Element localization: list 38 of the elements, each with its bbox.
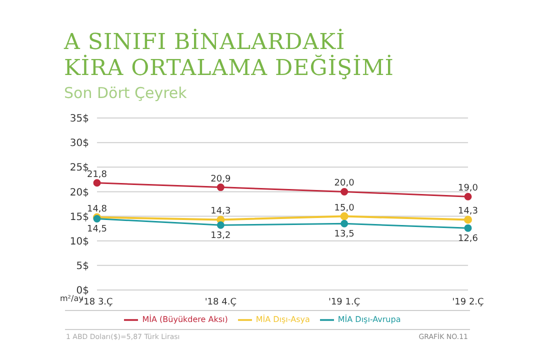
data-label: 14,3 bbox=[458, 206, 478, 217]
y-tick-label: 10$ bbox=[70, 236, 89, 248]
y-axis-title: m²/ay bbox=[60, 294, 84, 303]
point bbox=[216, 221, 224, 229]
legend-label: MİA (Büyükdere Aksı) bbox=[142, 315, 228, 324]
data-label: 13,2 bbox=[210, 231, 231, 242]
point bbox=[93, 179, 101, 187]
point bbox=[340, 220, 348, 228]
y-tick-label: 0$ bbox=[76, 286, 89, 297]
point bbox=[464, 216, 472, 224]
y-tick-label: 30$ bbox=[70, 138, 89, 150]
data-label: 13,5 bbox=[334, 230, 354, 240]
x-tick-label: '19 1.Ç bbox=[328, 297, 360, 308]
data-label: 20,9 bbox=[210, 174, 231, 184]
data-label: 14,8 bbox=[86, 204, 108, 214]
point bbox=[340, 212, 348, 220]
y-tick-label: 20$ bbox=[70, 187, 89, 198]
data-label: 19,0 bbox=[458, 184, 478, 194]
y-tick-label: 25$ bbox=[70, 162, 89, 174]
x-tick-label: '19 2.Ç bbox=[452, 297, 484, 308]
data-label: 20,0 bbox=[334, 178, 355, 189]
chart-subtitle: Son Dört Çeyrek bbox=[64, 84, 187, 102]
point bbox=[340, 188, 348, 196]
chart-title: A SINIFI BİNALARDAKİ KİRA ORTALAMA DEĞİŞİMİ bbox=[64, 30, 394, 82]
data-label: 14,5 bbox=[86, 224, 108, 235]
point bbox=[216, 184, 224, 192]
x-tick-label: '18 4.Ç bbox=[204, 297, 237, 308]
legend-label: MİA Dışı-Asya bbox=[256, 315, 310, 324]
y-tick-label: 15$ bbox=[70, 212, 89, 223]
legend-label: MİA Dışı-Avrupa bbox=[338, 315, 401, 324]
y-tick-label: 5$ bbox=[76, 260, 89, 272]
data-label: 21,8 bbox=[86, 170, 108, 180]
data-label: 15,0 bbox=[334, 203, 355, 214]
data-label: 12,6 bbox=[458, 234, 478, 244]
point bbox=[464, 224, 472, 232]
y-tick-label: 35$ bbox=[70, 114, 89, 125]
data-label: 14,3 bbox=[210, 206, 231, 217]
point bbox=[464, 192, 472, 200]
